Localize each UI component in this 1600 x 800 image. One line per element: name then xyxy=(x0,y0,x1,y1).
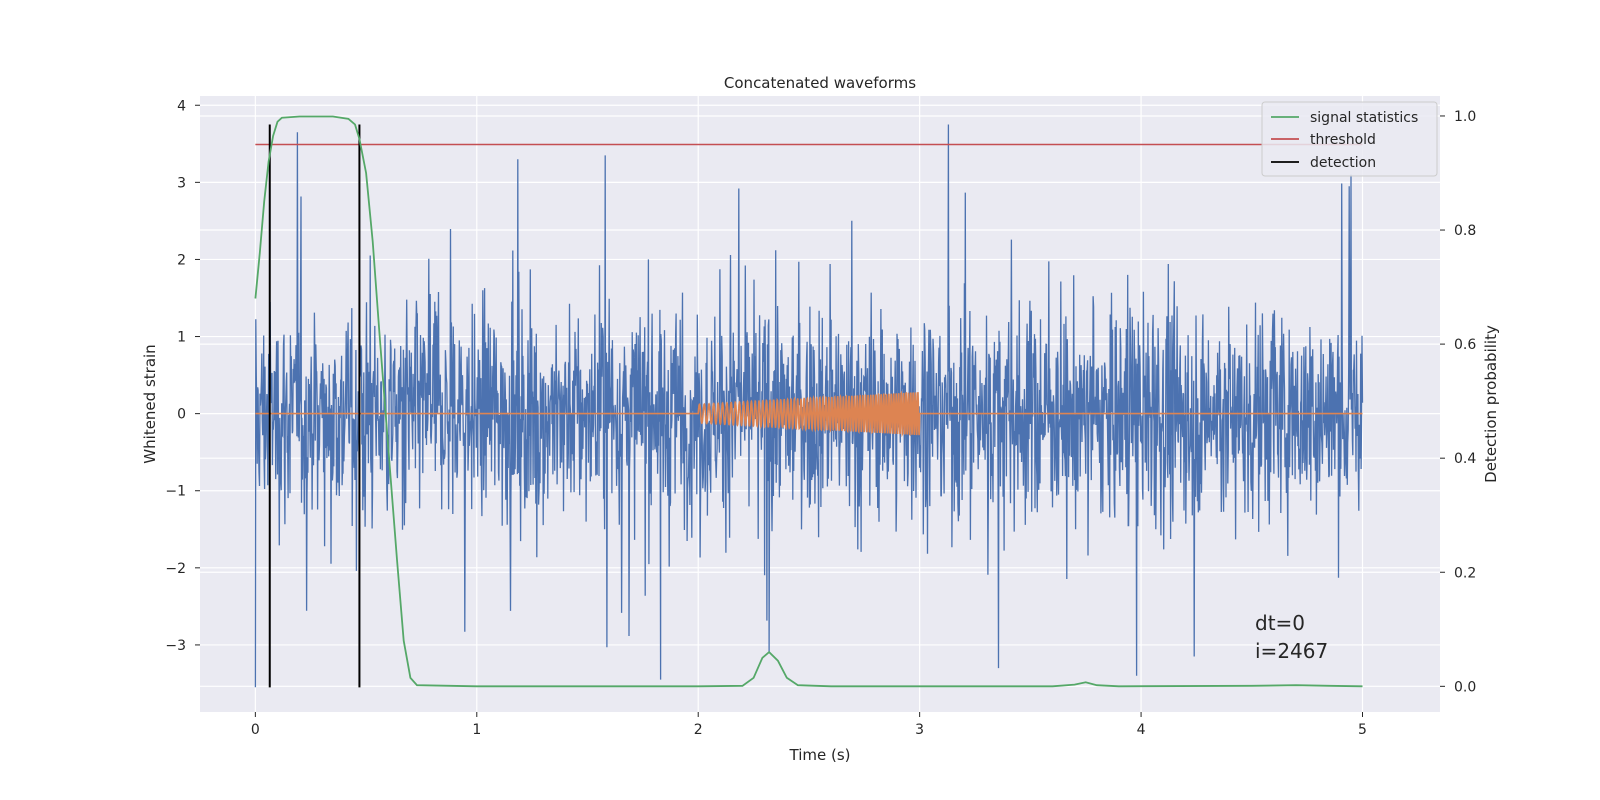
waveform-line xyxy=(255,390,1363,438)
x-tick-label-1: 1 xyxy=(472,722,481,738)
x-axis-label: Time (s) xyxy=(789,746,851,764)
y-right-tick-label-4: 0.8 xyxy=(1454,223,1476,239)
noise-series xyxy=(254,124,1364,688)
x-tick-label-5: 5 xyxy=(1358,722,1367,738)
y-right-tick-label-0: 0.0 xyxy=(1454,679,1476,695)
legend-label-threshold: threshold xyxy=(1310,132,1376,148)
chart-title: Concatenated waveforms xyxy=(724,74,916,92)
y-tick-label-4: 1 xyxy=(177,330,186,346)
x-tick-label-2: 2 xyxy=(694,722,703,738)
y-tick-label-7: 4 xyxy=(177,98,186,114)
x-tick-label-0: 0 xyxy=(251,722,260,738)
axes: 0 1 2 3 4 5 −3 −2 −1 0 1 2 3 4 0.0 0.2 0.4 0.6 0.8 1.0 xyxy=(165,98,1476,738)
legend: signal statistics threshold detection xyxy=(1261,101,1438,177)
x-tick-label-3: 3 xyxy=(915,722,924,738)
y-tick-label-5: 2 xyxy=(177,252,186,268)
y-right-tick-label-2: 0.4 xyxy=(1454,451,1476,467)
legend-label-statistics: signal statistics xyxy=(1310,110,1418,126)
waveform-series xyxy=(255,390,1363,438)
y-right-tick-label-5: 1.0 xyxy=(1454,109,1476,125)
legend-box xyxy=(1261,101,1438,177)
y-tick-label-2: −1 xyxy=(165,484,186,500)
noise-line xyxy=(254,124,1364,688)
y-tick-label-0: −3 xyxy=(165,638,186,654)
statistics-line xyxy=(254,115,1363,688)
y-right-axis-label: Detection probability xyxy=(1482,325,1500,483)
detection-lines xyxy=(268,124,361,688)
y-tick-label-1: −2 xyxy=(165,561,186,577)
y-right-tick-label-1: 0.2 xyxy=(1454,565,1476,581)
x-tick-label-4: 4 xyxy=(1137,722,1146,738)
annotation-i: i=2467 xyxy=(1255,639,1328,663)
legend-label-detection: detection xyxy=(1310,155,1376,171)
y-tick-label-3: 0 xyxy=(177,407,186,423)
y-axis-label: Whitened strain xyxy=(141,344,159,463)
y-tick-label-6: 3 xyxy=(177,175,186,191)
statistics-series xyxy=(254,115,1363,688)
y-right-tick-label-3: 0.6 xyxy=(1454,337,1476,353)
annotation-dt: dt=0 xyxy=(1255,611,1305,635)
